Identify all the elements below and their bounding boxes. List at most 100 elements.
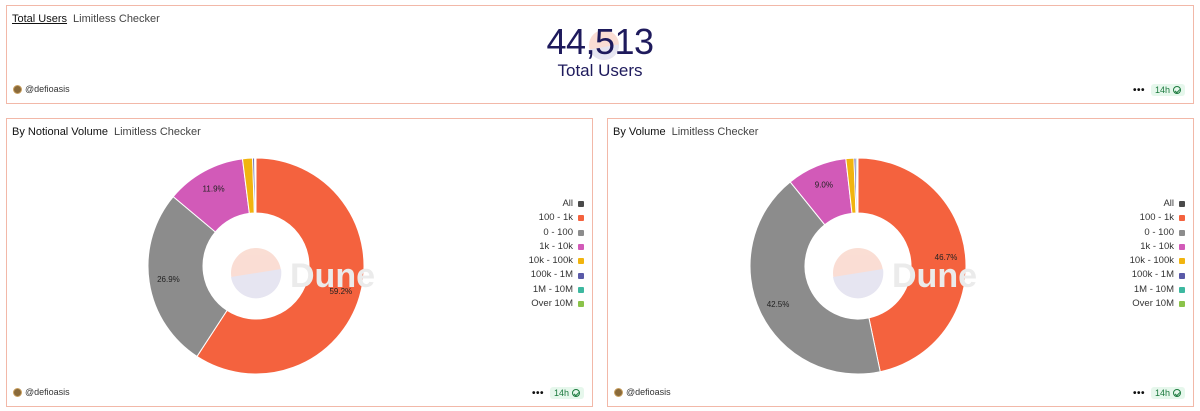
legend-swatch bbox=[1179, 301, 1185, 308]
dune-watermark-text: Dune bbox=[892, 257, 977, 295]
pie-slice-0-100[interactable] bbox=[749, 181, 881, 375]
slice-label: 26.9% bbox=[157, 275, 180, 284]
pie-slice-100-1k[interactable] bbox=[196, 157, 365, 375]
author-name: @defioasis bbox=[626, 387, 671, 397]
legend-item-10k-100k[interactable]: 10k - 100k bbox=[1130, 254, 1185, 268]
check-circle-icon bbox=[1173, 389, 1181, 397]
freshness-age: 14h bbox=[1154, 85, 1170, 95]
more-options-icon[interactable]: ••• bbox=[1132, 387, 1145, 399]
legend-label: 1k - 10k bbox=[1140, 240, 1174, 252]
legend-label: 1M - 10M bbox=[532, 283, 573, 295]
legend-label: All bbox=[562, 198, 573, 209]
legend-item-over-10m[interactable]: Over 10M bbox=[1130, 297, 1185, 311]
freshness-badge[interactable]: 14h bbox=[549, 387, 584, 399]
legend-label: 100 - 1k bbox=[1139, 212, 1174, 224]
pie-slice-100-1k[interactable] bbox=[857, 157, 967, 373]
avatar bbox=[13, 387, 22, 397]
legend-swatch bbox=[578, 258, 584, 265]
counter-label: Total Users bbox=[557, 61, 643, 80]
total-users-panel: Total Users Limitless Checker 44,513 Tota… bbox=[6, 5, 1194, 104]
legend-label: Over 10M bbox=[1132, 298, 1174, 310]
legend-swatch bbox=[1179, 229, 1185, 236]
author-link[interactable]: @defioasis bbox=[614, 387, 671, 397]
legend-item-1m-10m[interactable]: 1M - 10M bbox=[529, 283, 584, 297]
legend-label: 1M - 10M bbox=[1133, 283, 1174, 295]
legend-swatch bbox=[578, 201, 584, 208]
slice-label: 11.9% bbox=[203, 184, 225, 193]
slice-label: 59.2% bbox=[329, 287, 352, 296]
legend-label: 0 - 100 bbox=[543, 226, 573, 238]
legend-item-100-1k[interactable]: 100 - 1k bbox=[1130, 211, 1185, 225]
panel-title-link[interactable]: Total Users bbox=[12, 13, 68, 25]
author-name: @defioasis bbox=[25, 84, 70, 94]
chart-subtitle: Limitless Checker bbox=[671, 126, 759, 138]
pie-slice-over-10m[interactable] bbox=[254, 157, 257, 214]
more-options-icon[interactable]: ••• bbox=[531, 387, 544, 399]
slice-label: 42.5% bbox=[767, 300, 790, 309]
more-options-icon[interactable]: ••• bbox=[1132, 84, 1145, 96]
author-link[interactable]: @defioasis bbox=[13, 387, 70, 397]
legend-swatch bbox=[578, 272, 584, 279]
avatar bbox=[13, 84, 22, 94]
legend-label: 10k - 100k bbox=[528, 255, 573, 267]
dune-logo-watermark bbox=[833, 248, 884, 299]
legend-item-0-100[interactable]: 0 - 100 bbox=[1130, 226, 1185, 240]
legend-item-100k-1m[interactable]: 100k - 1M bbox=[529, 268, 584, 282]
legend-swatch bbox=[1179, 201, 1185, 208]
legend-swatch bbox=[1179, 215, 1185, 222]
legend-item-1k-10k[interactable]: 1k - 10k bbox=[1130, 240, 1185, 254]
legend-label: 100k - 1M bbox=[1131, 269, 1174, 281]
legend-item-all[interactable]: All bbox=[1130, 197, 1185, 211]
legend-item-100-1k[interactable]: 100 - 1k bbox=[529, 211, 584, 225]
legend-item-0-100[interactable]: 0 - 100 bbox=[529, 226, 584, 240]
notional-volume-panel: By Notional Volume Limitless Checker 59.2… bbox=[6, 118, 593, 407]
legend-swatch bbox=[1179, 244, 1185, 251]
dune-logo-watermark bbox=[589, 30, 619, 60]
legend-swatch bbox=[1179, 272, 1185, 279]
chart-legend: All 100 - 1k 0 - 100 1k - 10k 10k - 100k 100k… bbox=[1130, 197, 1185, 311]
chart-title: By Volume bbox=[613, 126, 666, 138]
donut-chart-svg: 46.7% 42.5% 9.0% Dune bbox=[749, 157, 977, 375]
panel-footer-right: ••• 14h bbox=[1133, 84, 1185, 96]
volume-panel: By Volume Limitless Checker 46.7% 42.5% 9.0… bbox=[607, 118, 1194, 407]
legend-item-1k-10k[interactable]: 1k - 10k bbox=[529, 240, 584, 254]
dune-watermark-text: Dune bbox=[290, 257, 375, 295]
check-circle-icon bbox=[1173, 86, 1181, 94]
freshness-badge[interactable]: 14h bbox=[1150, 84, 1185, 96]
legend-swatch bbox=[578, 215, 584, 222]
legend-swatch bbox=[578, 229, 584, 236]
freshness-age: 14h bbox=[1154, 388, 1170, 398]
legend-item-100k-1m[interactable]: 100k - 1M bbox=[1130, 268, 1185, 282]
panel-header: By Notional Volume Limitless Checker bbox=[12, 126, 201, 138]
legend-label: All bbox=[1163, 198, 1174, 209]
legend-item-1m-10m[interactable]: 1M - 10M bbox=[1130, 283, 1185, 297]
counter-block: 44,513 Total Users bbox=[7, 22, 1193, 80]
legend-item-all[interactable]: All bbox=[529, 197, 584, 211]
legend-swatch bbox=[578, 301, 584, 308]
legend-label: 1k - 10k bbox=[539, 240, 573, 252]
legend-swatch bbox=[578, 244, 584, 251]
counter-value: 44,513 bbox=[546, 21, 654, 62]
check-circle-icon bbox=[572, 389, 580, 397]
chart-legend: All 100 - 1k 0 - 100 1k - 10k 10k - 100k 100k… bbox=[529, 197, 584, 311]
legend-label: 0 - 100 bbox=[1144, 226, 1174, 238]
freshness-badge[interactable]: 14h bbox=[1150, 387, 1185, 399]
chart-title: By Notional Volume bbox=[12, 126, 108, 138]
panel-subtitle: Limitless Checker bbox=[73, 13, 160, 25]
pie-slice-over-10m[interactable] bbox=[856, 157, 859, 214]
legend-label: Over 10M bbox=[531, 298, 573, 310]
panel-header: By Volume Limitless Checker bbox=[613, 126, 758, 138]
legend-item-10k-100k[interactable]: 10k - 100k bbox=[529, 254, 584, 268]
donut-chart-svg: 59.2% 26.9% 11.9% Dune bbox=[147, 157, 375, 375]
legend-label: 100 - 1k bbox=[538, 212, 573, 224]
author-link[interactable]: @defioasis bbox=[13, 84, 70, 94]
legend-swatch bbox=[578, 286, 584, 293]
chart-subtitle: Limitless Checker bbox=[114, 126, 201, 138]
legend-label: 100k - 1M bbox=[530, 269, 573, 281]
slice-label: 46.7% bbox=[935, 253, 958, 262]
panel-footer-right: ••• 14h bbox=[532, 387, 584, 399]
legend-swatch bbox=[1179, 258, 1185, 265]
legend-item-over-10m[interactable]: Over 10M bbox=[529, 297, 584, 311]
pie-slice-0-100[interactable] bbox=[147, 195, 228, 358]
author-name: @defioasis bbox=[25, 387, 70, 397]
